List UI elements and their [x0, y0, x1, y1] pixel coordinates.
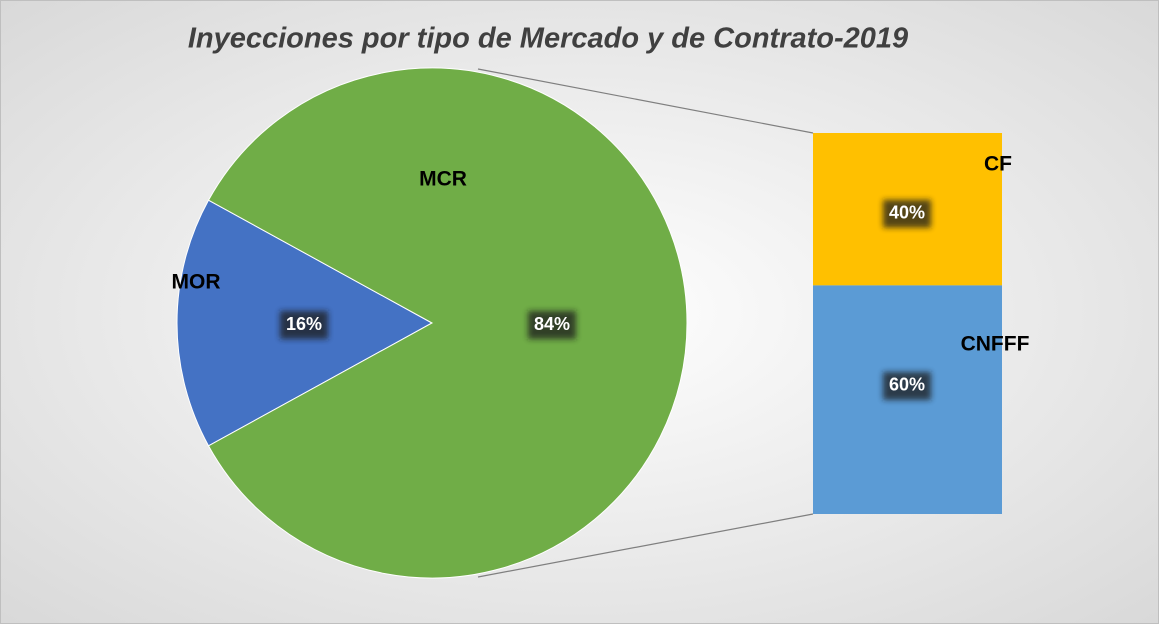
chart-title: Inyecciones por tipo de Mercado y de Con… [188, 23, 908, 55]
connector [477, 513, 814, 578]
label-shadow [883, 199, 931, 228]
pie-slice [207, 67, 688, 579]
value-label: 16% [286, 314, 322, 334]
value-label: 60% [889, 375, 925, 395]
category-label: MOR [172, 271, 221, 294]
value-label: 40% [889, 203, 925, 223]
label-shadow [883, 371, 931, 400]
value-label: 84% [534, 314, 570, 334]
category-label: CF [984, 153, 1012, 176]
category-label: MCR [419, 168, 467, 191]
category-label: CNFFF [961, 333, 1030, 356]
label-shadow [528, 311, 576, 339]
label-shadow [280, 311, 328, 339]
connector [477, 68, 814, 134]
